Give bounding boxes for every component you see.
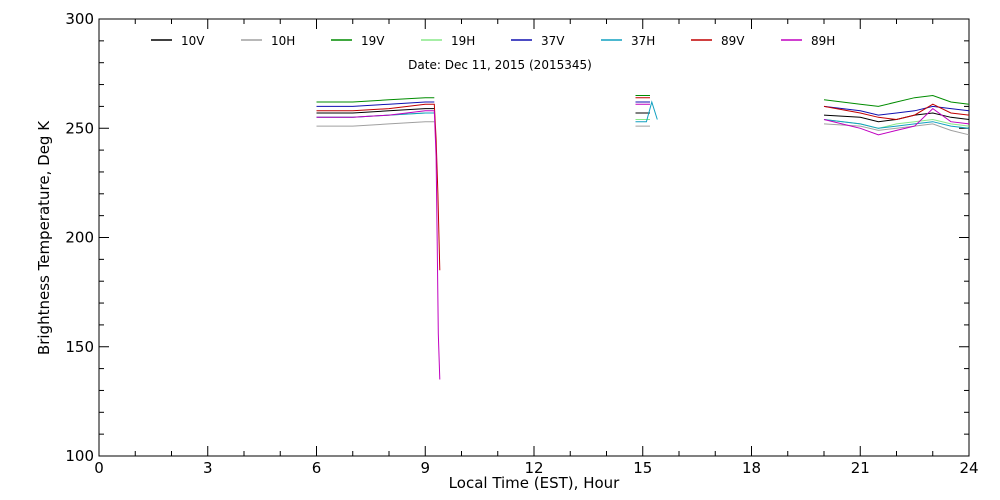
- y-tick-label: 150: [65, 338, 94, 356]
- series-line-19v: [316, 94, 970, 107]
- legend-label: 10H: [271, 34, 295, 48]
- legend-label: 10V: [181, 34, 205, 48]
- y-tick-label: 300: [65, 10, 94, 28]
- legend-label: 89H: [811, 34, 835, 48]
- legend: 10V 10H 19V 19H 37V 37H 89V 89H: [151, 34, 835, 48]
- x-tick-label: 9: [420, 459, 430, 477]
- x-tick-label: 0: [94, 459, 104, 477]
- x-axis-label: Local Time (EST), Hour: [449, 474, 620, 492]
- y-tick-label: 100: [65, 447, 94, 465]
- x-tick-label: 24: [959, 459, 978, 477]
- legend-label: 37H: [631, 34, 655, 48]
- x-tick-label: 15: [633, 459, 652, 477]
- series-line-89v: [316, 97, 970, 271]
- legend-label: 89V: [721, 34, 745, 48]
- y-axis-label: Brightness Temperature, Deg K: [35, 120, 53, 355]
- x-tick-label: 21: [851, 459, 870, 477]
- axis-ticks: [98, 18, 970, 457]
- tick-labels: 0 3 6 9 12 15 18 21 24 100 150 200 250 300: [65, 10, 978, 477]
- x-tick-label: 18: [742, 459, 761, 477]
- series-line-89h: [316, 103, 970, 380]
- series-line-37v: [316, 101, 970, 116]
- x-tick-label: 6: [312, 459, 322, 477]
- y-tick-label: 250: [65, 119, 94, 137]
- plot-frame: [98, 18, 970, 457]
- series-line-10h: [316, 121, 970, 136]
- series-lines: [316, 94, 970, 380]
- legend-label: 37V: [541, 34, 565, 48]
- legend-label: 19V: [361, 34, 385, 48]
- date-annotation: Date: Dec 11, 2015 (2015345): [408, 58, 592, 72]
- legend-label: 19H: [451, 34, 475, 48]
- y-tick-label: 200: [65, 229, 94, 247]
- x-tick-label: 12: [524, 459, 543, 477]
- x-tick-label: 3: [203, 459, 213, 477]
